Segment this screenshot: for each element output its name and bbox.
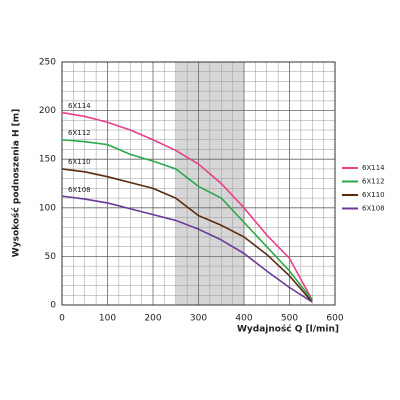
x-tick-label: 400 — [235, 314, 252, 324]
x-tick-label: 300 — [190, 314, 207, 324]
curve-label: 6X108 — [68, 186, 91, 194]
curve-label: 6X114 — [68, 102, 91, 110]
plot-frame — [61, 61, 336, 306]
legend-label: 6X112 — [362, 178, 385, 186]
x-tick-label: 600 — [326, 314, 343, 324]
legend-label: 6X108 — [362, 205, 385, 213]
y-tick-label: 250 — [39, 58, 56, 68]
series-line — [61, 168, 313, 303]
series-line — [61, 138, 313, 301]
legend-label: 6X110 — [362, 191, 385, 199]
x-axis-title: Wydajność Q [l/min] — [237, 324, 339, 335]
y-tick-label: 50 — [45, 252, 57, 262]
x-tick-label: 100 — [99, 314, 116, 324]
y-tick-label: 100 — [39, 203, 56, 213]
series-line — [61, 111, 313, 301]
x-tick-label: 0 — [59, 314, 65, 324]
y-tick-label: 0 — [50, 301, 56, 311]
x-tick-label: 500 — [281, 314, 298, 324]
curve-label: 6X112 — [68, 129, 91, 137]
x-tick-label: 200 — [144, 314, 161, 324]
y-tick-label: 200 — [39, 106, 56, 116]
y-axis-title: Wysokość podnoszenia H [m] — [11, 109, 22, 257]
y-tick-label: 150 — [39, 155, 56, 165]
series-line — [61, 195, 313, 303]
curve-label: 6X110 — [68, 158, 91, 166]
legend-label: 6X114 — [362, 164, 385, 172]
